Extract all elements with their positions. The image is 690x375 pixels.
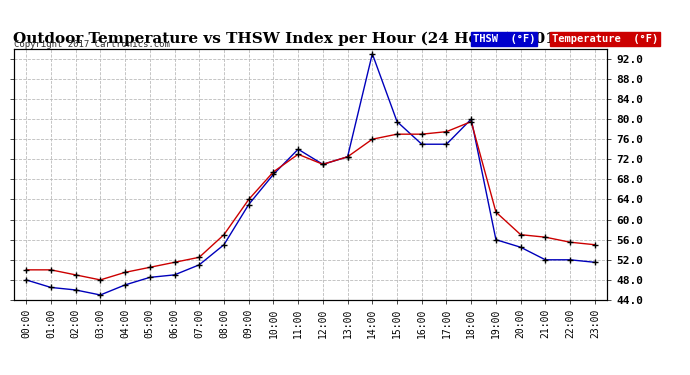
Text: THSW  (°F): THSW (°F) <box>473 34 535 44</box>
Title: Outdoor Temperature vs THSW Index per Hour (24 Hours)  20170513: Outdoor Temperature vs THSW Index per Ho… <box>12 32 609 46</box>
Text: Temperature  (°F): Temperature (°F) <box>552 34 658 44</box>
Text: Copyright 2017 Cartronics.com: Copyright 2017 Cartronics.com <box>14 40 170 49</box>
